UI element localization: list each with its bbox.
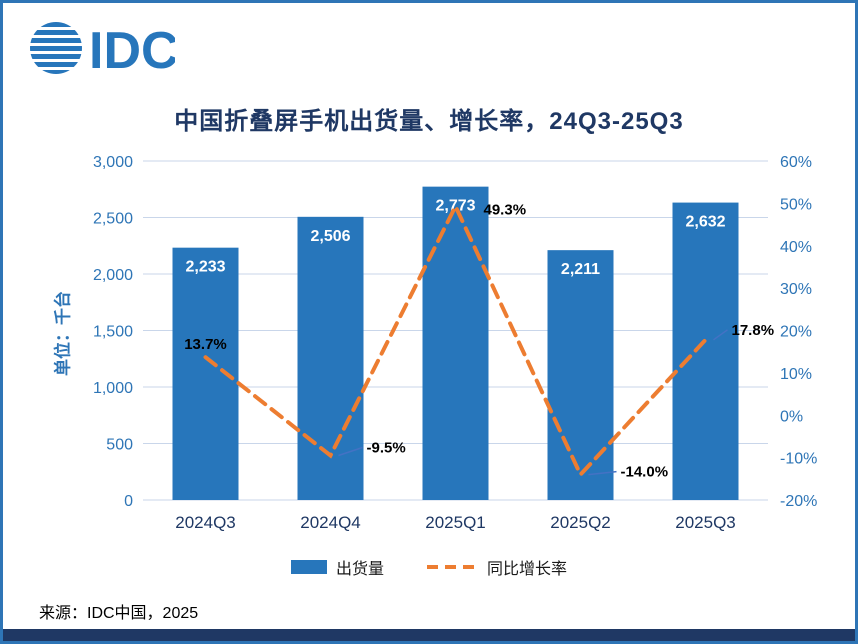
- bar-value-label: 2,233: [185, 259, 225, 276]
- left-axis-tick-label: 1,500: [93, 324, 133, 341]
- left-axis-tick-label: 500: [106, 437, 133, 454]
- bar-value-label: 2,632: [685, 214, 725, 231]
- growth-line: [203, 201, 708, 479]
- right-axis-tick-label: 0%: [780, 408, 803, 425]
- idc-globe-icon: [30, 22, 82, 74]
- right-axis-tick-label: 20%: [780, 324, 812, 341]
- right-axis-tick-label: 60%: [780, 154, 812, 171]
- label-leader-line: [713, 329, 728, 341]
- x-axis-label: 2024Q4: [300, 513, 361, 532]
- idc-logo: IDC: [30, 22, 175, 79]
- bar: [672, 202, 739, 501]
- source-note: 来源：IDC中国，2025: [39, 605, 199, 622]
- chart-title: 中国折叠屏手机出货量、增长率，24Q3-25Q3: [174, 108, 684, 135]
- bar: [547, 250, 614, 500]
- left-axis-tick-label: 2,500: [93, 211, 133, 228]
- left-axis-tick-label: 2,000: [93, 267, 133, 284]
- growth-point-label: 17.8%: [732, 322, 775, 339]
- right-axis-tick-label: -10%: [780, 451, 817, 468]
- dashed-line-swatch-icon: [427, 565, 477, 569]
- bar-value-label: 2,506: [310, 228, 350, 245]
- bar-value-label: 2,773: [435, 198, 475, 215]
- bar-swatch-icon: [290, 560, 327, 574]
- idc-logo-text: IDC: [89, 22, 175, 79]
- x-axis-label: 2025Q1: [425, 513, 486, 532]
- right-axis-tick-label: 10%: [780, 366, 812, 383]
- label-leader-line: [588, 470, 617, 476]
- legend-item-growth: 同比增长率: [426, 555, 567, 579]
- chart-svg: 0 500 1,000 1,500 2,000 2,500 3,000 -20% -10% 0% 1…: [93, 154, 817, 532]
- legend-item-shipments: 出货量: [290, 555, 384, 579]
- x-axis-label: 2024Q3: [175, 513, 236, 532]
- right-axis-tick-label: 40%: [780, 239, 812, 256]
- x-axis-label: 2025Q3: [675, 513, 736, 532]
- label-leader-line: [338, 446, 363, 457]
- growth-point-label: 13.7%: [184, 336, 227, 353]
- legend-label-growth: 同比增长率: [487, 561, 568, 578]
- bar: [422, 186, 489, 500]
- right-axis-tick-label: -20%: [780, 493, 817, 510]
- growth-point-label: -9.5%: [367, 440, 406, 457]
- left-axis-tick-label: 1,000: [93, 380, 133, 397]
- right-axis-tick-label: 50%: [780, 196, 812, 213]
- y-axis-title: 单位：千台: [53, 291, 73, 376]
- legend-label-shipments: 出货量: [335, 561, 384, 578]
- right-axis-tick-label: 30%: [780, 281, 812, 298]
- x-axis-label: 2025Q2: [550, 513, 611, 532]
- growth-point-label: -14.0%: [621, 464, 669, 481]
- left-axis-tick-label: 3,000: [93, 154, 133, 171]
- chart-legend: 出货量 同比增长率: [3, 555, 855, 579]
- growth-point-label: 49.3%: [484, 201, 527, 218]
- footer-strip: [3, 629, 855, 641]
- bar-value-label: 2,211: [561, 261, 600, 278]
- left-axis-tick-label: 0: [124, 493, 133, 510]
